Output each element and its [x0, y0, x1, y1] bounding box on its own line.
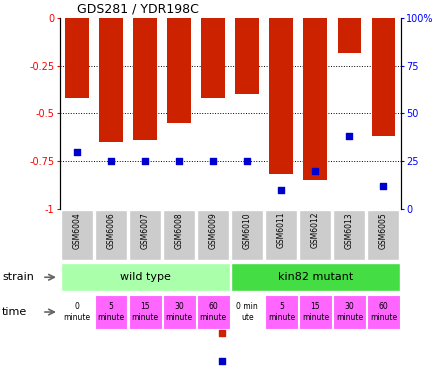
- Bar: [231, 295, 263, 329]
- Bar: [367, 295, 400, 329]
- Point: [219, 358, 226, 364]
- Text: wild type: wild type: [120, 272, 170, 282]
- Point: [108, 158, 115, 164]
- Point: [73, 149, 81, 154]
- Point: [312, 168, 319, 173]
- Bar: [197, 210, 229, 260]
- Bar: [231, 263, 400, 291]
- Bar: [61, 263, 230, 291]
- Bar: [368, 210, 400, 260]
- Text: 60
minute: 60 minute: [200, 302, 227, 322]
- Point: [219, 330, 226, 336]
- Point: [244, 158, 251, 164]
- Bar: [197, 295, 230, 329]
- Bar: [167, 18, 191, 123]
- Text: 30
minute: 30 minute: [166, 302, 193, 322]
- Text: 5
minute: 5 minute: [97, 302, 125, 322]
- Text: 15
minute: 15 minute: [132, 302, 159, 322]
- Text: 0
minute: 0 minute: [64, 302, 91, 322]
- Bar: [269, 18, 293, 174]
- Bar: [99, 18, 123, 142]
- Point: [210, 158, 217, 164]
- Point: [176, 158, 183, 164]
- Bar: [303, 18, 328, 180]
- Text: GSM6006: GSM6006: [107, 212, 116, 249]
- Bar: [163, 295, 195, 329]
- Text: GSM6011: GSM6011: [277, 212, 286, 249]
- Text: GDS281 / YDR198C: GDS281 / YDR198C: [77, 3, 199, 16]
- Bar: [129, 295, 162, 329]
- Bar: [163, 210, 195, 260]
- Text: 0 min
ute: 0 min ute: [236, 302, 258, 322]
- Text: GSM6010: GSM6010: [243, 212, 252, 249]
- Bar: [231, 210, 263, 260]
- Text: 15
minute: 15 minute: [302, 302, 329, 322]
- Text: time: time: [2, 307, 28, 317]
- Text: GSM6008: GSM6008: [175, 212, 184, 249]
- Bar: [95, 295, 127, 329]
- Bar: [265, 295, 298, 329]
- Bar: [299, 210, 332, 260]
- Text: GSM6012: GSM6012: [311, 212, 320, 249]
- Text: GSM6009: GSM6009: [209, 212, 218, 249]
- Text: GSM6004: GSM6004: [73, 212, 81, 249]
- Text: strain: strain: [2, 272, 34, 282]
- Bar: [337, 18, 361, 53]
- Bar: [133, 18, 157, 140]
- Text: GSM6005: GSM6005: [379, 212, 388, 249]
- Point: [346, 133, 353, 139]
- Point: [278, 187, 285, 193]
- Bar: [265, 210, 297, 260]
- Bar: [201, 18, 225, 98]
- Bar: [333, 210, 365, 260]
- Bar: [129, 210, 161, 260]
- Bar: [65, 18, 89, 98]
- Bar: [95, 210, 127, 260]
- Text: 5
minute: 5 minute: [268, 302, 295, 322]
- Bar: [61, 210, 93, 260]
- Text: 60
minute: 60 minute: [370, 302, 397, 322]
- Bar: [235, 18, 259, 94]
- Bar: [299, 295, 332, 329]
- Text: kin82 mutant: kin82 mutant: [278, 272, 353, 282]
- Point: [380, 183, 387, 189]
- Bar: [61, 295, 93, 329]
- Text: 30
minute: 30 minute: [336, 302, 363, 322]
- Bar: [372, 18, 396, 136]
- Point: [142, 158, 149, 164]
- Bar: [333, 295, 366, 329]
- Text: GSM6007: GSM6007: [141, 212, 150, 249]
- Text: GSM6013: GSM6013: [345, 212, 354, 249]
